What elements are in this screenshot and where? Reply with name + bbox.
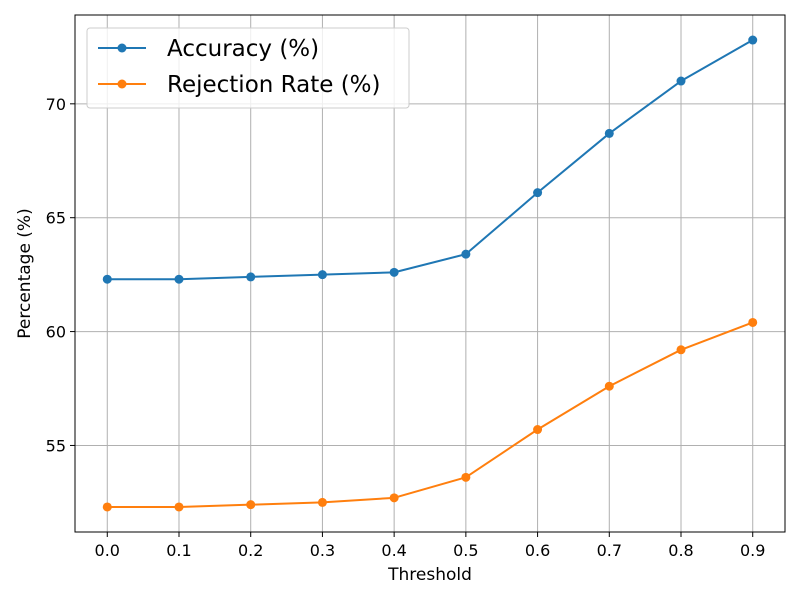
data-point-accuracy: [317, 270, 327, 280]
y-tick-label: 55: [46, 436, 66, 455]
data-point-rejection-rate: [748, 317, 758, 327]
x-tick-label: 0.9: [740, 541, 765, 560]
x-tick-label: 0.4: [381, 541, 406, 560]
data-point-rejection-rate: [246, 500, 256, 510]
x-tick-label: 0.2: [238, 541, 263, 560]
x-tick-label: 0.5: [453, 541, 478, 560]
data-point-rejection-rate: [102, 502, 112, 512]
x-tick-label: 0.0: [95, 541, 120, 560]
legend-marker-rejection-rate: [117, 79, 127, 89]
x-axis-label: Threshold: [387, 565, 472, 585]
data-point-rejection-rate: [461, 472, 471, 482]
y-tick-label: 65: [46, 209, 66, 228]
data-point-accuracy: [174, 274, 184, 284]
data-point-accuracy: [533, 188, 543, 198]
x-axis-ticks: 0.0 0.1 0.2 0.3 0.4 0.5 0.6 0.7 0.8 0.9: [95, 532, 765, 560]
series-group: [102, 35, 758, 512]
data-point-rejection-rate: [676, 345, 686, 355]
data-point-rejection-rate: [533, 425, 543, 435]
legend-label-accuracy: Accuracy (%): [167, 36, 319, 62]
data-point-accuracy: [748, 35, 758, 45]
x-tick-label: 0.7: [597, 541, 622, 560]
data-point-accuracy: [102, 274, 112, 284]
data-point-accuracy: [676, 76, 686, 86]
legend-label-rejection-rate: Rejection Rate (%): [167, 72, 381, 98]
y-tick-label: 60: [46, 323, 66, 342]
y-tick-label: 70: [46, 95, 66, 114]
data-point-rejection-rate: [174, 502, 184, 512]
plot-frame: [74, 14, 786, 533]
data-point-rejection-rate: [604, 381, 614, 391]
data-point-rejection-rate: [389, 493, 399, 503]
legend: Accuracy (%) Rejection Rate (%): [86, 27, 410, 109]
x-tick-label: 0.1: [166, 541, 191, 560]
x-tick-label: 0.8: [668, 541, 693, 560]
legend-box: [86, 27, 410, 109]
series-line-accuracy: [107, 39, 754, 281]
x-tick-label: 0.6: [525, 541, 550, 560]
x-tick-label: 0.3: [310, 541, 335, 560]
legend-marker-accuracy: [117, 43, 127, 53]
data-point-accuracy: [246, 272, 256, 282]
y-axis-label: Percentage (%): [15, 208, 35, 338]
data-point-accuracy: [461, 249, 471, 259]
series-line-rejection-rate: [107, 321, 754, 508]
data-point-rejection-rate: [317, 497, 327, 507]
data-point-accuracy: [604, 128, 614, 138]
data-point-accuracy: [389, 267, 399, 277]
y-axis-ticks: 55 60 65 70: [46, 95, 75, 455]
